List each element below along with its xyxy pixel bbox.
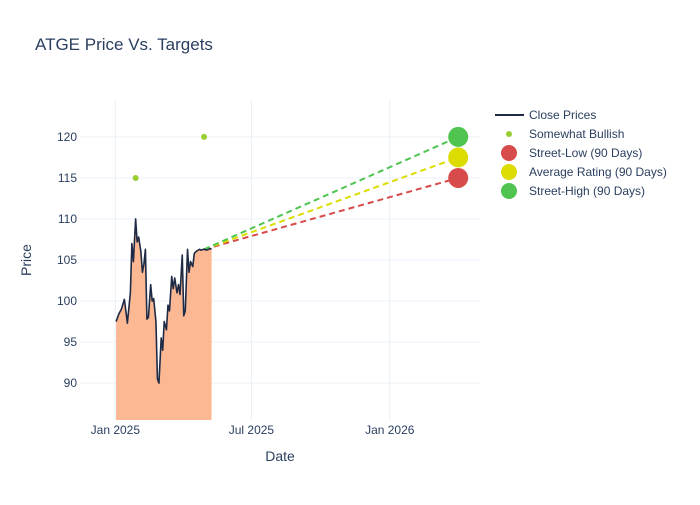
close-price-line — [115, 218, 212, 384]
y-tick-label: 90 — [64, 376, 78, 390]
close-price-area — [116, 218, 212, 420]
legend-swatch — [501, 145, 517, 161]
chart-title: ATGE Price Vs. Targets — [35, 35, 213, 54]
target-point — [448, 126, 469, 147]
target-line — [203, 176, 459, 251]
x-tick-label: Jan 2025 — [91, 423, 141, 437]
x-tick-label: Jul 2025 — [229, 423, 275, 437]
somewhat-bullish-point — [201, 133, 208, 140]
y-tick-label: 100 — [57, 294, 77, 308]
y-axis-title: Price — [18, 244, 34, 276]
y-tick-label: 110 — [58, 212, 77, 226]
y-tick-label: 115 — [58, 171, 77, 185]
legend[interactable]: Close Prices Somewhat Bullish Street-Low (… — [495, 108, 667, 199]
somewhat-bullish-point — [132, 174, 139, 181]
data-layer — [115, 126, 469, 420]
target-line — [203, 136, 459, 251]
legend-swatch — [506, 131, 512, 137]
legend-swatch — [501, 164, 517, 180]
legend-item-label: Close Prices — [529, 108, 596, 122]
x-tick-label: Jan 2026 — [365, 423, 415, 437]
y-tick-label: 105 — [57, 253, 77, 267]
legend-item-label: Somewhat Bullish — [529, 127, 624, 141]
legend-item-label: Street-Low (90 Days) — [529, 146, 642, 160]
target-point — [448, 167, 469, 188]
target-point — [448, 147, 469, 168]
legend-swatch — [501, 183, 517, 199]
y-tick-label: 120 — [57, 130, 77, 144]
legend-item-label: Average Rating (90 Days) — [529, 165, 667, 179]
x-axis-title: Date — [265, 448, 295, 464]
target-line — [203, 156, 459, 251]
axis-layer: 90 95 100 105 110 115 120 Jan 2025 Jul 2025 Jan 2… — [57, 130, 415, 437]
legend-item-label: Street-High (90 Days) — [529, 184, 645, 198]
y-tick-label: 95 — [64, 335, 78, 349]
